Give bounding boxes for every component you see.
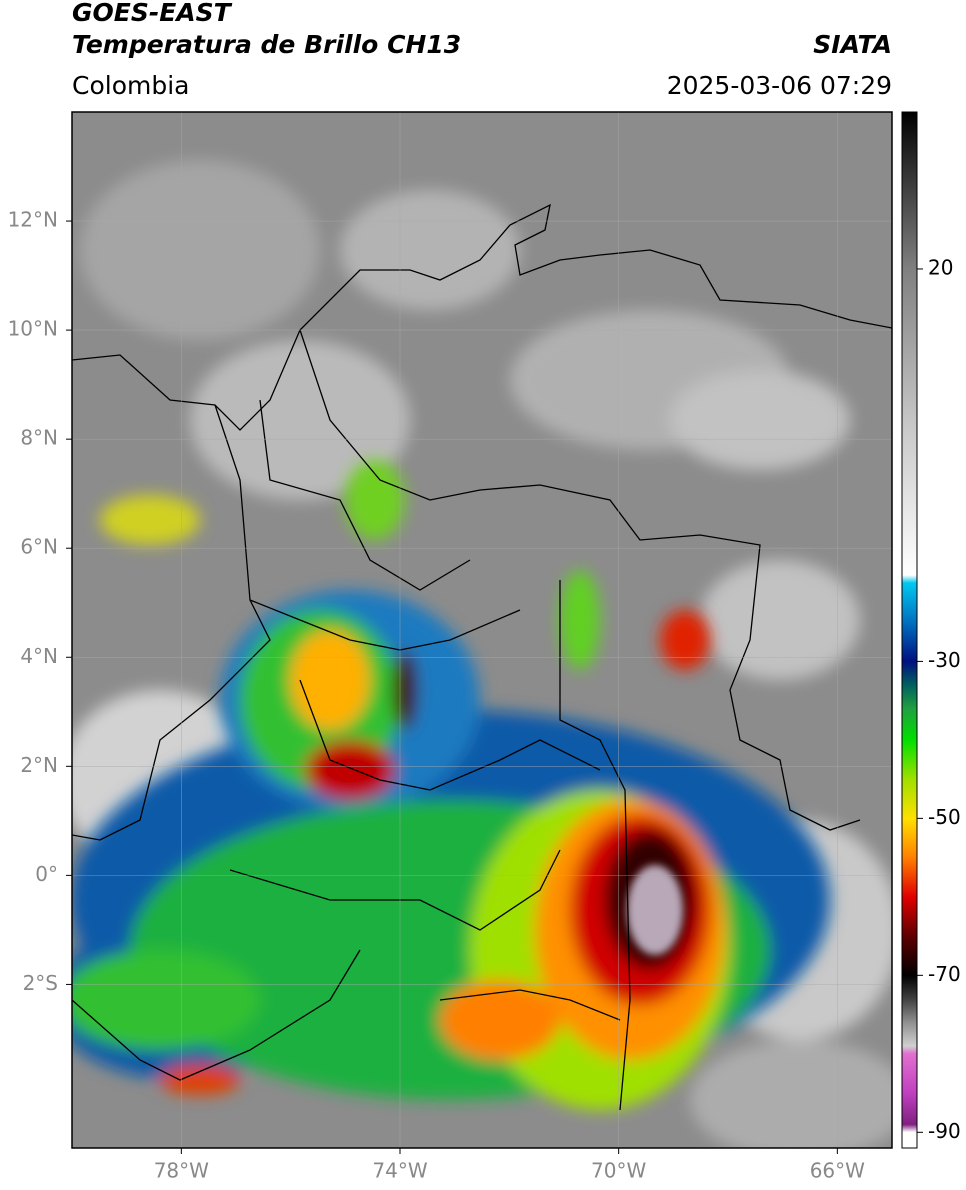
subtitle: Temperatura de Brillo CH13 (72, 30, 461, 59)
colorbar (901, 111, 918, 1149)
x-tick-label: 78°W (154, 1159, 209, 1183)
x-tick-label: 70°W (591, 1159, 646, 1183)
map-frame (71, 111, 893, 1149)
colorbar-tick-label: -90 (928, 1119, 961, 1143)
x-tick-label: 66°W (810, 1159, 865, 1183)
y-tick-label: 10°N (8, 317, 58, 341)
colorbar-tick-label: -30 (928, 648, 961, 672)
y-tick-label: 0° (35, 862, 58, 886)
colorbar-tick-label: 20 (928, 255, 953, 279)
x-tick-label: 74°W (372, 1159, 427, 1183)
grid (72, 112, 892, 1148)
source: SIATA (813, 30, 892, 59)
region: Colombia (72, 71, 189, 100)
title: GOES-EAST (72, 0, 233, 27)
colorbar-tick-label: -70 (928, 962, 961, 986)
y-tick-label: 4°N (20, 644, 58, 668)
y-tick-label: 6°N (20, 535, 58, 559)
colorbar-tick-label: -50 (928, 805, 961, 829)
datetime: 2025-03-06 07:29 (667, 71, 892, 100)
y-tick-label: 12°N (8, 208, 58, 232)
y-tick-label: 2°N (20, 753, 58, 777)
y-tick-label: 8°N (20, 426, 58, 450)
satellite-image (72, 112, 892, 1148)
y-tick-label: 2°S (23, 971, 58, 995)
